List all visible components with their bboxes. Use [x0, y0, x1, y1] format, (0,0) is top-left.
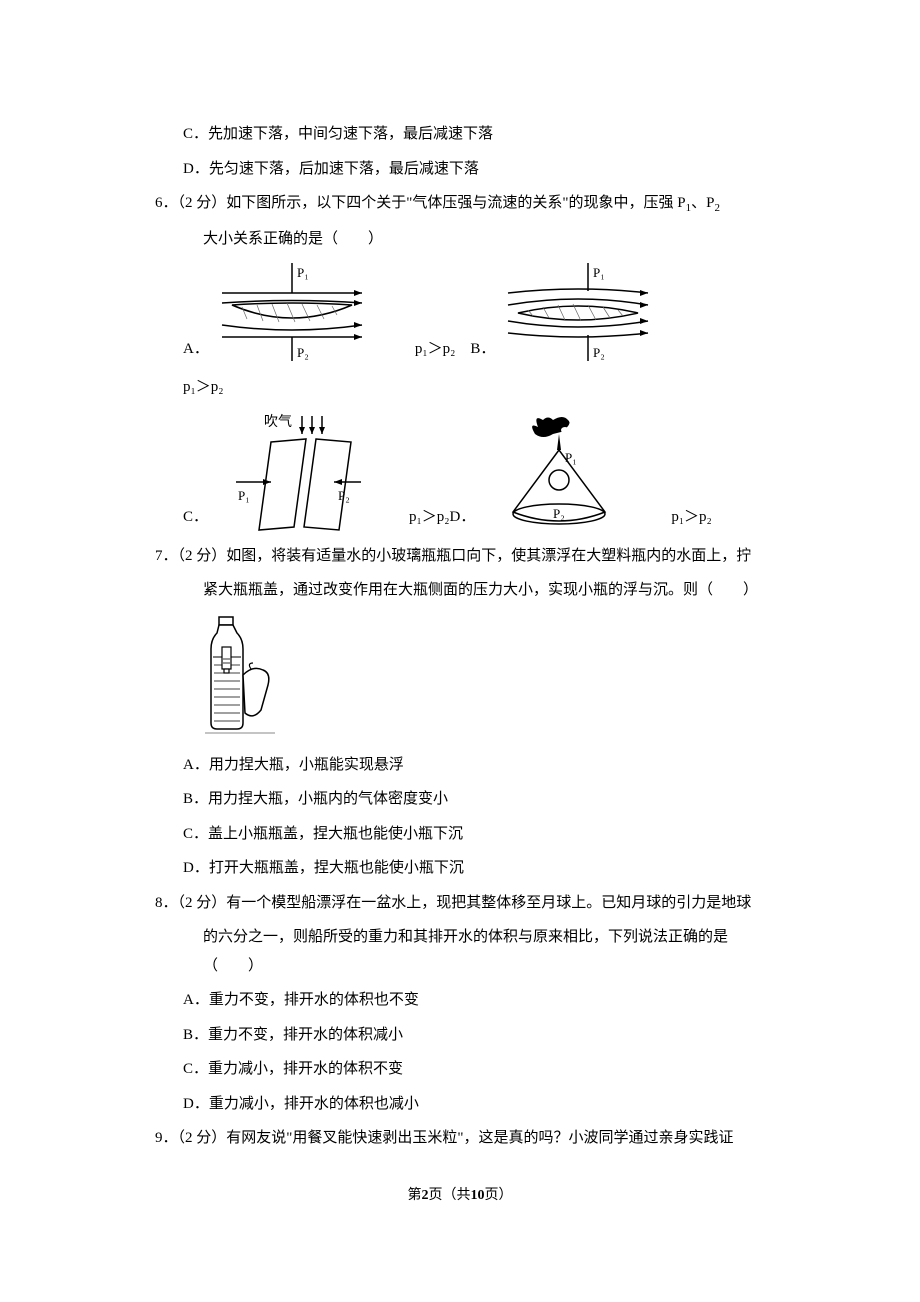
q9-stem1: 9．（2 分）有网友说"用餐叉能快速剥出玉米粒"，这是真的吗？小波同学通过亲身实… — [155, 1124, 765, 1153]
q6-row2: C． 吹气 P₁ P₂ p₁＞p₂ D． — [155, 412, 765, 532]
q8-stem1: 8．（2 分）有一个模型船漂浮在一盆水上，现把其整体移至月球上。已知月球的引力是… — [155, 889, 765, 918]
q6-rel-c: p₁＞p₂ — [409, 503, 449, 532]
q8-option-c: C．重力减小，排开水的体积不变 — [155, 1055, 765, 1084]
q6-diagram-d: P₁ P₂ — [483, 412, 633, 532]
footer-post: 页） — [485, 1188, 513, 1203]
svg-text:P₂: P₂ — [297, 345, 309, 360]
q8-option-b: B．重力不变，排开水的体积减小 — [155, 1021, 765, 1050]
q6-label-c: C． — [183, 503, 208, 532]
q5-option-d: D．先匀速下落，后加速下落，最后减速下落 — [155, 155, 765, 184]
q6-stem2: 大小关系正确的是（ ） — [155, 225, 765, 254]
q6-label-a: A． — [183, 335, 209, 364]
q8-option-d: D．重力减小，排开水的体积也减小 — [155, 1090, 765, 1119]
footer-page: 2 — [422, 1188, 429, 1203]
q6-diagram-c: 吹气 P₁ P₂ — [216, 412, 366, 532]
footer-mid: 页（共 — [429, 1188, 471, 1203]
q7-stem1: 7．（2 分）如图，将装有适量水的小玻璃瓶瓶口向下，使其漂浮在大塑料瓶内的水面上… — [155, 542, 765, 571]
q7-option-d: D．打开大瓶瓶盖，捏大瓶也能使小瓶下沉 — [155, 854, 765, 883]
q6-rel-d: p₁＞p₂ — [671, 503, 711, 532]
svg-text:吹气: 吹气 — [264, 414, 292, 430]
page-footer: 第2页（共10页） — [155, 1183, 765, 1210]
q6-option-b: B． P₁ P₂ — [470, 263, 661, 363]
q8-option-a: A．重力不变，排开水的体积也不变 — [155, 986, 765, 1015]
svg-text:P₁: P₁ — [565, 450, 577, 465]
svg-text:P₂: P₂ — [593, 345, 605, 360]
q8-stem2: 的六分之一，则船所受的重力和其排开水的体积与原来相比，下列说法正确的是（ ） — [155, 923, 765, 980]
q6-row1: A． P₁ P₂ — [155, 263, 765, 363]
q5-option-c: C．先加速下落，中间匀速下落，最后减速下落 — [155, 120, 765, 149]
q6-sub2: 2 — [714, 202, 720, 214]
q7-option-a: A．用力捏大瓶，小瓶能实现悬浮 — [155, 751, 765, 780]
q7-stem2: 紧大瓶瓶盖，通过改变作用在大瓶侧面的压力大小，实现小瓶的浮与沉。则（ ） — [155, 576, 765, 605]
q6-rel-a: p₁＞p₂ — [415, 335, 455, 364]
svg-text:P₂: P₂ — [553, 506, 565, 521]
q7-diagram — [155, 615, 765, 735]
footer-pre: 第 — [408, 1188, 422, 1203]
q6-option-c: C． 吹气 P₁ P₂ p₁＞p₂ — [183, 412, 449, 532]
svg-text:P₂: P₂ — [338, 488, 350, 503]
footer-total: 10 — [471, 1188, 485, 1203]
q7-option-c: C．盖上小瓶瓶盖，捏大瓶也能使小瓶下沉 — [155, 820, 765, 849]
q6-stem-mid: 、P — [691, 195, 714, 211]
q6-option-a: A． P₁ P₂ — [183, 263, 455, 363]
q6-label-d: D． — [449, 503, 475, 532]
svg-text:P₁: P₁ — [238, 488, 250, 503]
svg-text:P₁: P₁ — [593, 265, 605, 280]
q6-stem: 6．（2 分）如下图所示，以下四个关于"气体压强与流速的关系"的现象中，压强 P… — [155, 189, 765, 219]
q6-option-d: D． P₁ P₂ p₁＞p₂ — [449, 412, 711, 532]
q6-row1-rel-b: p₁＞p₂ — [155, 373, 765, 402]
q6-stem-text1: 6．（2 分）如下图所示，以下四个关于"气体压强与流速的关系"的现象中，压强 P — [155, 195, 686, 211]
q6-diagram-a: P₁ P₂ — [217, 263, 367, 363]
svg-text:P₁: P₁ — [297, 265, 309, 280]
q6-diagram-b: P₁ P₂ — [503, 263, 653, 363]
q6-label-b: B． — [470, 335, 495, 364]
q7-option-b: B．用力捏大瓶，小瓶内的气体密度变小 — [155, 785, 765, 814]
